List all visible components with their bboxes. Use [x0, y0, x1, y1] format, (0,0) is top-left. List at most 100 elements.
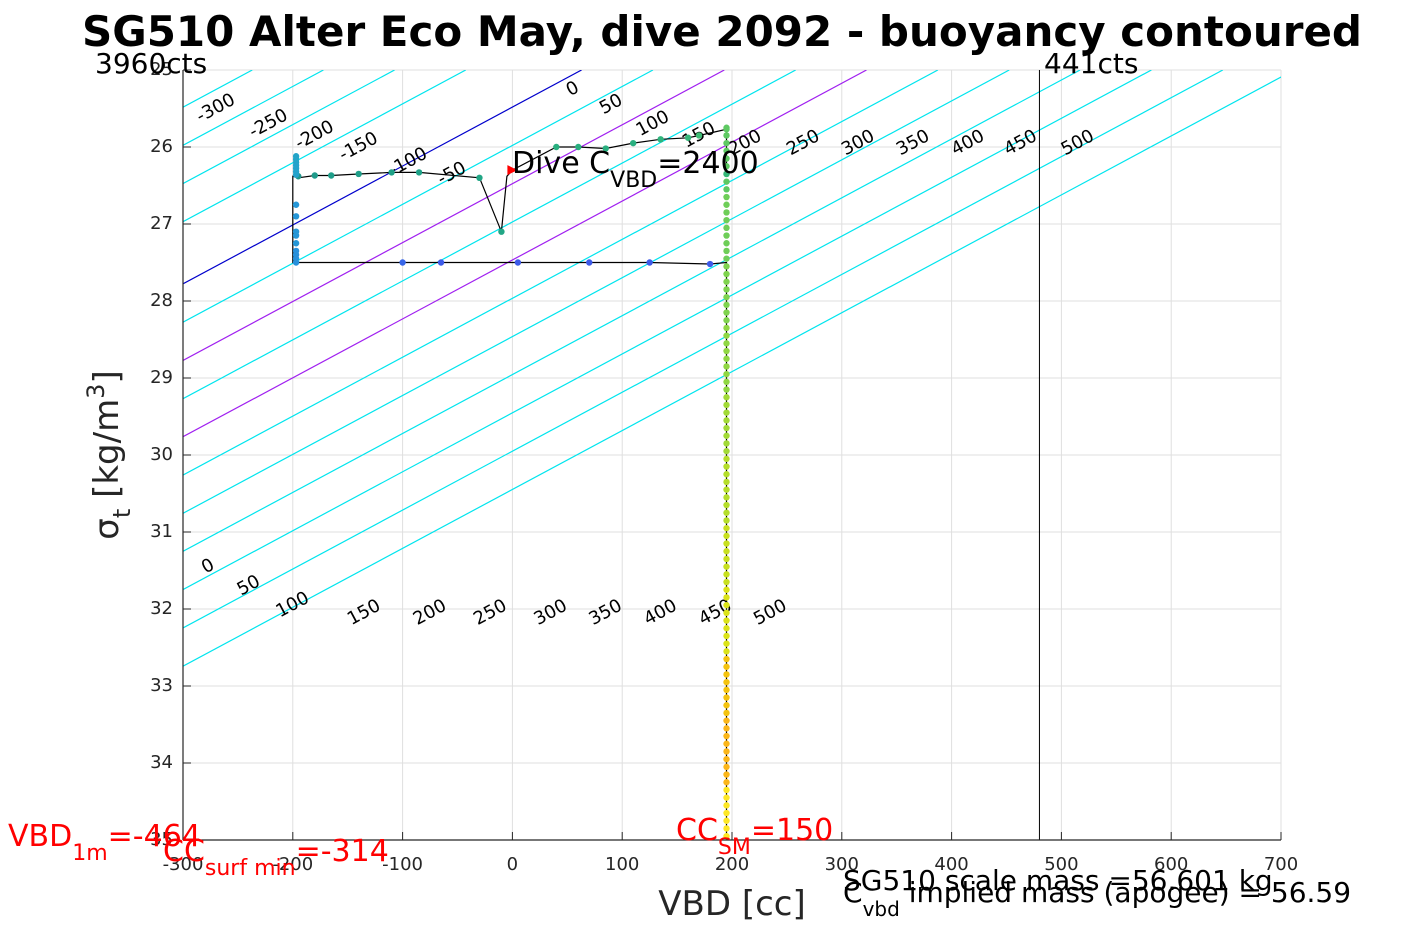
- dive-point: [602, 145, 609, 152]
- x-tick-label: 200: [715, 854, 749, 875]
- dive-point: [292, 232, 300, 239]
- dive-point: [723, 609, 730, 617]
- dive-point: [723, 126, 730, 133]
- dive-point: [723, 671, 730, 678]
- y-tick-label: 25: [150, 59, 173, 80]
- dive-point: [723, 555, 730, 563]
- contour-label-top: 100: [633, 106, 673, 141]
- y-label-sub: t: [108, 509, 136, 518]
- dive-point: [723, 278, 730, 285]
- y-label-sup: 3: [82, 384, 110, 399]
- contour-line-250: [183, 70, 939, 476]
- dive-c-vbd-annotation: Dive CVBD=2400: [512, 146, 759, 193]
- dive-point: [575, 143, 582, 151]
- dive-point: [723, 417, 730, 424]
- contour-line--50: [183, 70, 467, 223]
- implied-mass-annotation: Cvbd implied mass (apogee) = 56.59: [843, 876, 1351, 921]
- dive-point: [586, 259, 593, 266]
- dive-trace-line: [292, 128, 728, 840]
- cc-sm-post: =150: [751, 813, 833, 848]
- dive-point: [415, 169, 423, 176]
- contour-label-top: -300: [193, 89, 239, 127]
- contour-label-top: 50: [596, 90, 626, 119]
- dive-point: [723, 740, 730, 747]
- dive-point: [723, 286, 730, 293]
- dive-point: [723, 548, 730, 555]
- y-tick-label: 35: [150, 829, 173, 850]
- dive-c-sub: VBD: [610, 168, 657, 193]
- contour-line-50: [183, 70, 654, 323]
- dive-trace: [292, 70, 1040, 840]
- contour-label-top: 250: [783, 125, 823, 160]
- dive-point: [684, 134, 692, 141]
- dive-point: [292, 213, 300, 220]
- dive-point: [723, 401, 730, 409]
- y-tick-label: 33: [150, 675, 173, 696]
- dive-point: [399, 259, 406, 266]
- contour-label-top: 500: [1058, 125, 1098, 160]
- vbd-1m-sub: 1m: [72, 841, 107, 866]
- contour-label-top: 350: [893, 125, 933, 160]
- chart-title: SG510 Alter Eco May, dive 2092 - buoyanc…: [82, 7, 1362, 56]
- dive-point: [657, 136, 664, 143]
- dive-point: [723, 132, 730, 139]
- vbd-1m-annotation: VBD1m=-464: [8, 819, 201, 866]
- dive-point: [723, 571, 730, 578]
- dive-point: [723, 825, 730, 832]
- implied-mass-post: implied mass (apogee) = 56.59: [900, 876, 1351, 909]
- dive-point: [723, 540, 730, 547]
- y-label-base: σ: [87, 518, 127, 540]
- dive-point: [723, 486, 730, 493]
- dive-point: [723, 678, 730, 686]
- dive-point: [723, 725, 730, 732]
- dive-point: [723, 440, 730, 447]
- dive-point: [723, 209, 730, 216]
- dive-point: [723, 648, 730, 655]
- dive-c-pre: Dive C: [512, 146, 610, 181]
- implied-mass-sub: vbd: [863, 897, 900, 921]
- dive-point: [723, 255, 730, 262]
- dive-point: [437, 259, 445, 266]
- contour-label-top: -150: [335, 128, 381, 166]
- dive-point: [723, 494, 730, 501]
- y-label-unit: [kg/m: [87, 399, 127, 509]
- dive-point: [723, 432, 730, 439]
- dive-point: [723, 178, 730, 185]
- x-tick-label: 0: [507, 854, 518, 875]
- x-tick-label: 600: [1154, 854, 1188, 875]
- dive-point: [723, 270, 730, 278]
- x-tick-label: 300: [825, 854, 859, 875]
- dive-point: [723, 802, 730, 809]
- dive-point: [723, 247, 730, 255]
- vbd-1m-post: =-464: [108, 819, 201, 854]
- dive-point: [723, 694, 730, 701]
- dive-point: [723, 139, 730, 147]
- y-tick-label: 32: [150, 598, 173, 619]
- cc-surf-sub: surf min: [205, 856, 296, 881]
- contour-label-top: 0: [563, 77, 583, 101]
- dive-point: [723, 201, 730, 208]
- cc-sm-annotation: CCSM=150: [676, 813, 833, 860]
- dive-point: [723, 755, 730, 763]
- x-tick-label: -300: [163, 854, 204, 875]
- dive-point: [498, 228, 505, 235]
- dive-point: [723, 324, 730, 332]
- dive-point: [723, 524, 730, 532]
- dive-point: [723, 686, 730, 694]
- dive-point: [723, 732, 730, 740]
- axes: -300 -200 -100 0 100 200 300 400 500 600 700252627…: [150, 59, 1298, 875]
- dive-point: [723, 355, 730, 362]
- buoyancy-contours: [183, 70, 1281, 667]
- dive-point: [723, 809, 730, 817]
- dive-point: [723, 709, 730, 717]
- dive-point: [723, 363, 730, 370]
- x-tick-label: -100: [382, 854, 423, 875]
- dive-point: [723, 655, 730, 663]
- contour-line-400: [183, 70, 1152, 591]
- dive-point: [292, 171, 300, 178]
- dive-point: [723, 370, 730, 378]
- dive-point: [292, 201, 300, 208]
- dive-point: [723, 517, 730, 524]
